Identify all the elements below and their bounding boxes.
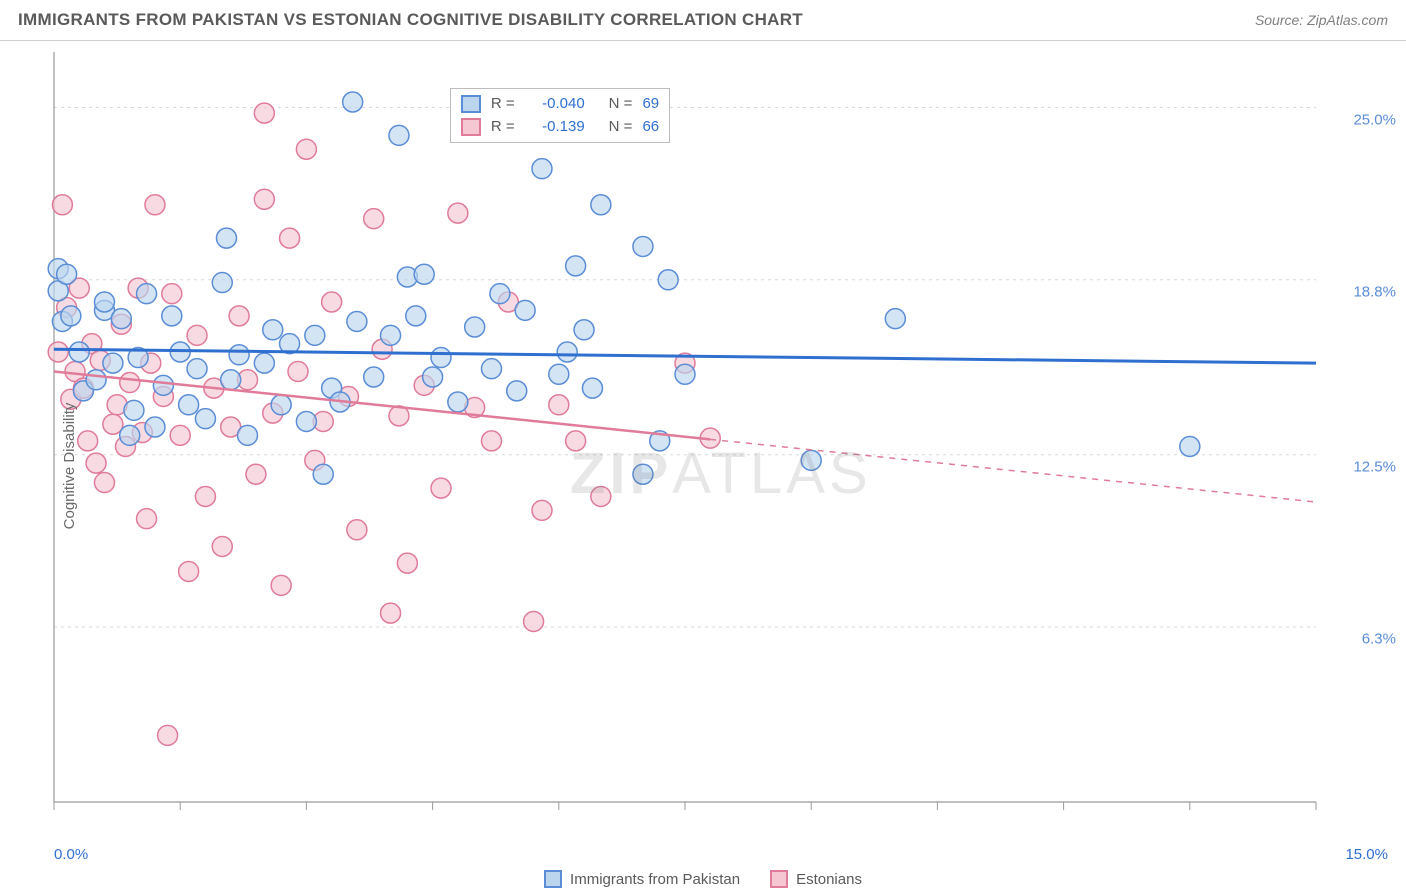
x-axis-min-label: 0.0% [54,846,88,863]
legend-n-value: 69 [642,93,659,116]
x-axis-max-label: 15.0% [1345,846,1388,863]
legend-r-value: -0.139 [525,116,585,139]
legend-n-value: 66 [642,116,659,139]
header-bar: IMMIGRANTS FROM PAKISTAN VS ESTONIAN COG… [0,0,1406,41]
y-tick-label: 25.0% [1353,111,1396,128]
source-label: Source: ZipAtlas.com [1255,12,1388,28]
legend-swatch [770,870,788,888]
legend-item: Estonians [770,870,862,888]
legend-swatch [461,118,481,136]
page-title: IMMIGRANTS FROM PAKISTAN VS ESTONIAN COG… [18,10,803,30]
legend-swatch [544,870,562,888]
legend-row: R = -0.139 N = 66 [461,116,659,139]
legend-r-label: R = [491,116,515,139]
y-axis-tick-labels: 6.3% 12.5% 18.8% 25.0% [1326,52,1396,802]
legend-row: R = -0.040 N = 69 [461,93,659,116]
chart-area: Cognitive Disability ZIPATLAS R = -0.040… [0,40,1406,892]
legend-label: Immigrants from Pakistan [570,871,740,888]
y-axis-label: Cognitive Disability [61,403,78,530]
legend-r-label: R = [491,93,515,116]
legend-item: Immigrants from Pakistan [544,870,740,888]
x-axis-tick-labels: 0.0% 15.0% [0,846,1406,868]
series-legend: Immigrants from Pakistan Estonians [0,870,1406,888]
y-tick-label: 6.3% [1362,631,1396,648]
y-tick-label: 12.5% [1353,458,1396,475]
legend-n-label: N = [609,93,633,116]
legend-label: Estonians [796,871,862,888]
correlation-legend: R = -0.040 N = 69 R = -0.139 N = 66 [450,88,670,143]
legend-swatch [461,95,481,113]
y-tick-label: 18.8% [1353,283,1396,300]
scatter-chart [0,40,1406,860]
legend-r-value: -0.040 [525,93,585,116]
legend-n-label: N = [609,116,633,139]
